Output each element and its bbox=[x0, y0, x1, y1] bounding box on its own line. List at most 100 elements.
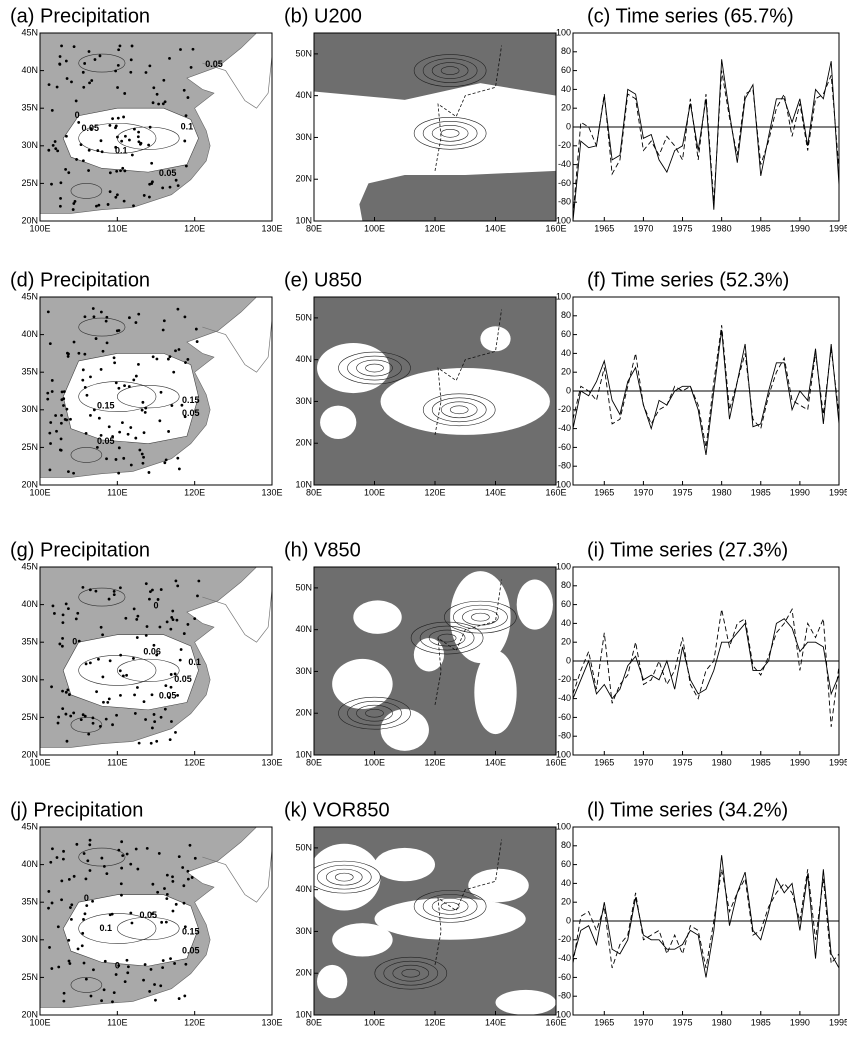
contour bbox=[78, 587, 126, 607]
contour bbox=[347, 355, 402, 381]
station-dot bbox=[130, 44, 134, 48]
station-dot bbox=[54, 147, 58, 151]
station-dot bbox=[99, 625, 103, 629]
series-line bbox=[572, 59, 840, 222]
station-dot bbox=[135, 617, 139, 621]
station-dot bbox=[120, 866, 124, 870]
y-tick-label: -40 bbox=[558, 953, 571, 963]
station-dot bbox=[97, 203, 101, 207]
station-dot bbox=[72, 340, 76, 344]
station-dot bbox=[61, 613, 65, 617]
unshaded-region bbox=[320, 405, 357, 440]
station-dot bbox=[100, 150, 104, 154]
station-dot bbox=[162, 319, 166, 323]
station-dot bbox=[99, 139, 103, 143]
station-dot bbox=[129, 426, 133, 429]
station-dot bbox=[65, 739, 69, 743]
unshaded-region bbox=[380, 368, 550, 435]
station-dot bbox=[186, 623, 190, 626]
station-dot bbox=[68, 962, 72, 965]
station-dot bbox=[117, 848, 121, 852]
station-dot bbox=[118, 44, 122, 48]
station-dot bbox=[133, 127, 136, 131]
contour bbox=[365, 708, 384, 718]
station-dot bbox=[120, 893, 123, 897]
y-tick-label: 40 bbox=[561, 878, 571, 888]
x-tick-label: 140E bbox=[485, 1017, 506, 1027]
station-dot bbox=[89, 375, 92, 379]
station-dot bbox=[164, 458, 168, 462]
contour bbox=[78, 655, 157, 686]
y-tick-label: 20N bbox=[295, 438, 312, 448]
y-tick-label: -20 bbox=[558, 934, 571, 944]
station-dot bbox=[89, 994, 93, 998]
contour-label: 0.05 bbox=[140, 910, 158, 920]
x-tick-label: 100E bbox=[29, 757, 50, 767]
station-dot bbox=[66, 688, 70, 692]
station-dot bbox=[148, 64, 152, 68]
station-dot bbox=[169, 685, 173, 689]
station-dot bbox=[151, 180, 154, 184]
contour bbox=[440, 401, 478, 419]
contour bbox=[70, 183, 103, 199]
station-dot bbox=[116, 64, 120, 67]
station-dot bbox=[165, 873, 169, 877]
y-tick-label: 25N bbox=[21, 712, 38, 722]
station-dot bbox=[102, 700, 105, 704]
contour bbox=[316, 864, 372, 890]
contour bbox=[431, 898, 469, 915]
station-dot bbox=[137, 312, 141, 316]
contour-label: 0 bbox=[153, 600, 158, 610]
unshaded-region bbox=[374, 898, 526, 940]
x-tick-label: 1985 bbox=[751, 757, 771, 767]
station-dot bbox=[176, 456, 180, 460]
station-dot bbox=[114, 458, 118, 461]
contour-label: 0.15 bbox=[182, 395, 200, 405]
station-dot bbox=[101, 349, 105, 353]
station-dot bbox=[144, 582, 148, 586]
station-dot bbox=[60, 898, 63, 902]
station-dot bbox=[132, 607, 136, 611]
station-dot bbox=[122, 456, 126, 460]
station-dot bbox=[83, 62, 87, 65]
station-dot bbox=[53, 612, 56, 615]
station-dot bbox=[165, 897, 169, 901]
station-dot bbox=[174, 349, 177, 353]
station-dot bbox=[51, 604, 55, 608]
station-dot bbox=[105, 457, 108, 461]
y-tick-label: 0 bbox=[566, 385, 571, 395]
station-dot bbox=[137, 130, 140, 134]
coastline bbox=[202, 849, 272, 903]
x-tick-label: 1990 bbox=[790, 223, 810, 233]
series-line bbox=[572, 607, 840, 727]
station-dot bbox=[137, 140, 141, 144]
station-dot bbox=[99, 310, 103, 314]
station-dot bbox=[87, 148, 91, 152]
station-dot bbox=[112, 593, 116, 597]
station-dot bbox=[56, 149, 60, 153]
station-dot bbox=[176, 584, 180, 588]
station-dot bbox=[62, 999, 66, 1003]
panel: (l) Time series (34.2%) 1965 1970 1975 1980 1… bbox=[553, 799, 847, 1027]
station-dot bbox=[155, 739, 159, 743]
station-dot bbox=[70, 903, 74, 907]
station-dot bbox=[145, 625, 149, 628]
x-tick-label: 130E bbox=[261, 1017, 282, 1027]
station-dot bbox=[127, 385, 131, 388]
station-dot bbox=[153, 720, 157, 724]
y-tick-label: -60 bbox=[558, 178, 571, 188]
series-line bbox=[572, 869, 840, 969]
contour bbox=[431, 124, 469, 142]
station-dot bbox=[188, 843, 192, 847]
station-dot bbox=[161, 966, 165, 970]
contour-label: 0.1 bbox=[188, 657, 201, 667]
station-dot bbox=[182, 632, 186, 635]
station-dot bbox=[179, 648, 183, 651]
station-dot bbox=[112, 356, 116, 360]
y-tick-label: 100 bbox=[556, 821, 571, 831]
contour bbox=[462, 608, 499, 626]
station-dot bbox=[67, 959, 71, 963]
station-dot bbox=[57, 965, 61, 969]
station-dot bbox=[180, 403, 184, 407]
y-tick-label: 30N bbox=[295, 926, 312, 936]
